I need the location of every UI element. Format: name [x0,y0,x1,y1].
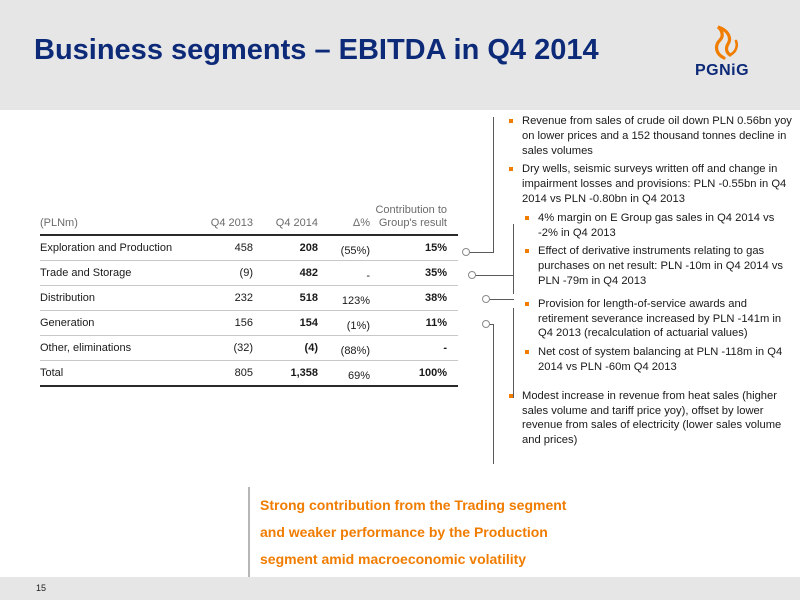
bracket-trade [513,224,514,294]
connector-exploration [466,252,494,253]
cell-q4-2014: 208 [299,242,318,254]
logo-wordmark: PGNiG [694,62,750,79]
header-contribution: Contribution to Group's result [375,204,447,229]
table-row: Generation 156 154 (1%) 11% [40,311,458,336]
cell-delta: (1%) [346,320,370,332]
cell-q4-2013: (9) [239,267,253,279]
ebitda-table: (PLNm) Q4 2013 Q4 2014 Δ% Contribution t… [40,192,458,387]
row-label: Other, eliminations [40,342,132,354]
cell-contribution: 38% [424,292,447,304]
row-label: Distribution [40,292,96,304]
table-header: (PLNm) Q4 2013 Q4 2014 Δ% Contribution t… [40,192,458,234]
cell-q4-2013: (32) [233,342,253,354]
cell-contribution: 11% [425,317,447,329]
bracket-distribution [513,308,514,398]
note-item: Effect of derivative instruments relatin… [524,244,794,288]
header-delta: Δ% [352,217,370,229]
table-row: Exploration and Production 458 208 (55%)… [40,234,458,261]
commentary-notes: Revenue from sales of crude oil down PLN… [508,114,794,452]
cell-q4-2014: 482 [299,267,318,279]
header-unit: (PLNm) [40,217,78,229]
conclusion-line: and weaker performance by the Production [260,524,548,540]
connector-dot [462,248,470,256]
conclusion-divider [248,487,250,577]
cell-q4-2013: 458 [234,242,253,254]
connector-dot [468,271,476,279]
cell-q4-2013: 232 [234,292,253,304]
cell-delta: - [366,270,370,282]
note-item: Revenue from sales of crude oil down PLN… [508,114,794,158]
connector-generation [486,324,494,325]
table-row: Other, eliminations (32) (4) (88%) - [40,336,458,361]
conclusion-line: Strong contribution from the Trading seg… [260,497,567,513]
cell-q4-2014: 154 [299,317,318,329]
table-row-total: Total 805 1,358 69% 100% [40,361,458,387]
footer-band: 15 [0,577,800,600]
cell-q4-2014: 1,358 [290,367,318,379]
cell-delta: (55%) [340,245,370,257]
flame-icon [714,25,739,60]
cell-delta: 123% [341,295,370,307]
note-item: Modest increase in revenue from heat sal… [508,389,794,448]
cell-delta: 69% [347,370,370,382]
cell-contribution: 15% [424,242,447,254]
connector-dot [482,295,490,303]
row-label: Total [40,367,64,379]
header-q4-2013: Q4 2013 [210,217,253,229]
bracket-generation [493,324,494,464]
connector-distribution [486,299,514,300]
header-q4-2014: Q4 2014 [275,217,318,229]
row-label: Generation [40,317,95,329]
company-logo: PGNiG [680,24,764,86]
header-band [0,0,800,110]
note-item: Net cost of system balancing at PLN -118… [524,345,794,375]
bracket-exploration [493,117,494,253]
conclusion-line: segment amid macroeconomic volatility [260,551,527,567]
conclusion-text: Strong contribution from the Trading seg… [260,492,680,573]
page-title: Business segments – EBITDA in Q4 2014 [34,34,599,66]
cell-contribution: 35% [424,267,447,279]
cell-q4-2013: 156 [234,317,253,329]
cell-q4-2014: 518 [299,292,318,304]
note-item: 4% margin on E Group gas sales in Q4 201… [524,211,794,241]
page-number: 15 [36,583,47,593]
table-row: Trade and Storage (9) 482 - 35% [40,261,458,286]
note-item: Provision for length-of-service awards a… [524,297,794,341]
cell-delta: (88%) [340,345,370,357]
cell-contribution: 100% [418,367,447,379]
connector-dot [482,320,490,328]
cell-q4-2014: (4) [304,342,318,354]
connector-trade [472,275,514,276]
cell-contribution: - [443,342,447,354]
note-item: Dry wells, seismic surveys written off a… [508,162,794,206]
row-label: Exploration and Production [40,242,173,254]
cell-q4-2013: 805 [234,367,253,379]
table-row: Distribution 232 518 123% 38% [40,286,458,311]
row-label: Trade and Storage [40,267,132,279]
